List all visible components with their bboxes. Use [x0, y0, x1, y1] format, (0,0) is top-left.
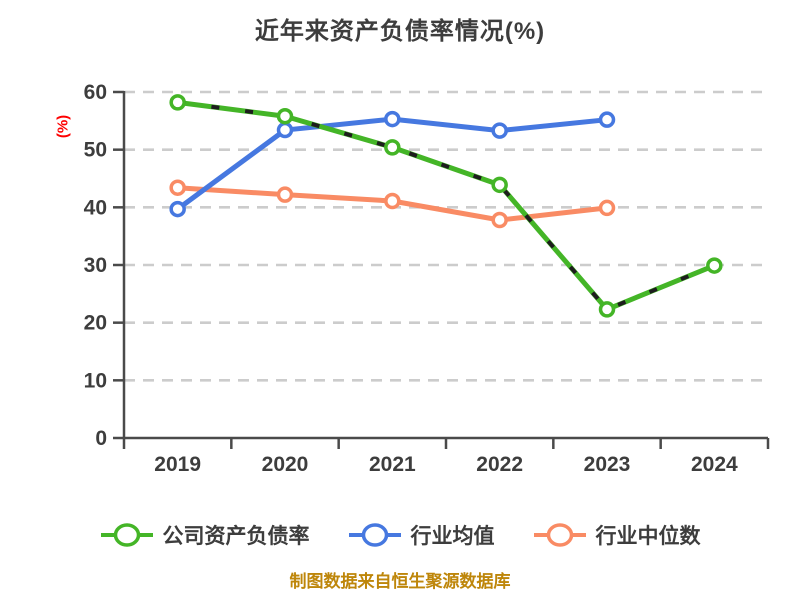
svg-text:50: 50 [84, 139, 107, 162]
legend-label-company-ratio: 公司资产负债率 [162, 525, 310, 548]
legend-label-industry-mean: 行业均值 [410, 525, 495, 548]
legend: 公司资产负债率 行业均值 行业中位数 [0, 520, 800, 550]
data-source-note: 制图数据来自恒生聚源数据库 [289, 572, 511, 591]
legend-item-industry-mean: 行业均值 [348, 520, 495, 550]
svg-text:2022: 2022 [476, 453, 523, 476]
svg-text:60: 60 [84, 81, 107, 104]
svg-text:40: 40 [84, 196, 107, 219]
chart-title: 近年来资产负债率情况(%) [254, 18, 546, 45]
svg-text:10: 10 [84, 369, 107, 392]
legend-item-company-ratio: 公司资产负债率 [100, 520, 310, 550]
svg-text:2023: 2023 [584, 453, 631, 476]
legend-label-industry-median: 行业中位数 [595, 525, 701, 548]
legend-marker-blue-icon [348, 523, 401, 547]
svg-text:30: 30 [84, 254, 107, 277]
svg-text:2021: 2021 [369, 453, 416, 476]
svg-text:2024: 2024 [691, 453, 738, 476]
legend-marker-orange-icon [533, 523, 586, 547]
legend-item-industry-median: 行业中位数 [533, 520, 701, 550]
svg-text:0: 0 [95, 427, 107, 450]
svg-text:2020: 2020 [262, 453, 309, 476]
svg-text:20: 20 [84, 312, 107, 335]
legend-marker-green-icon [100, 523, 153, 547]
svg-text:2019: 2019 [154, 453, 201, 476]
